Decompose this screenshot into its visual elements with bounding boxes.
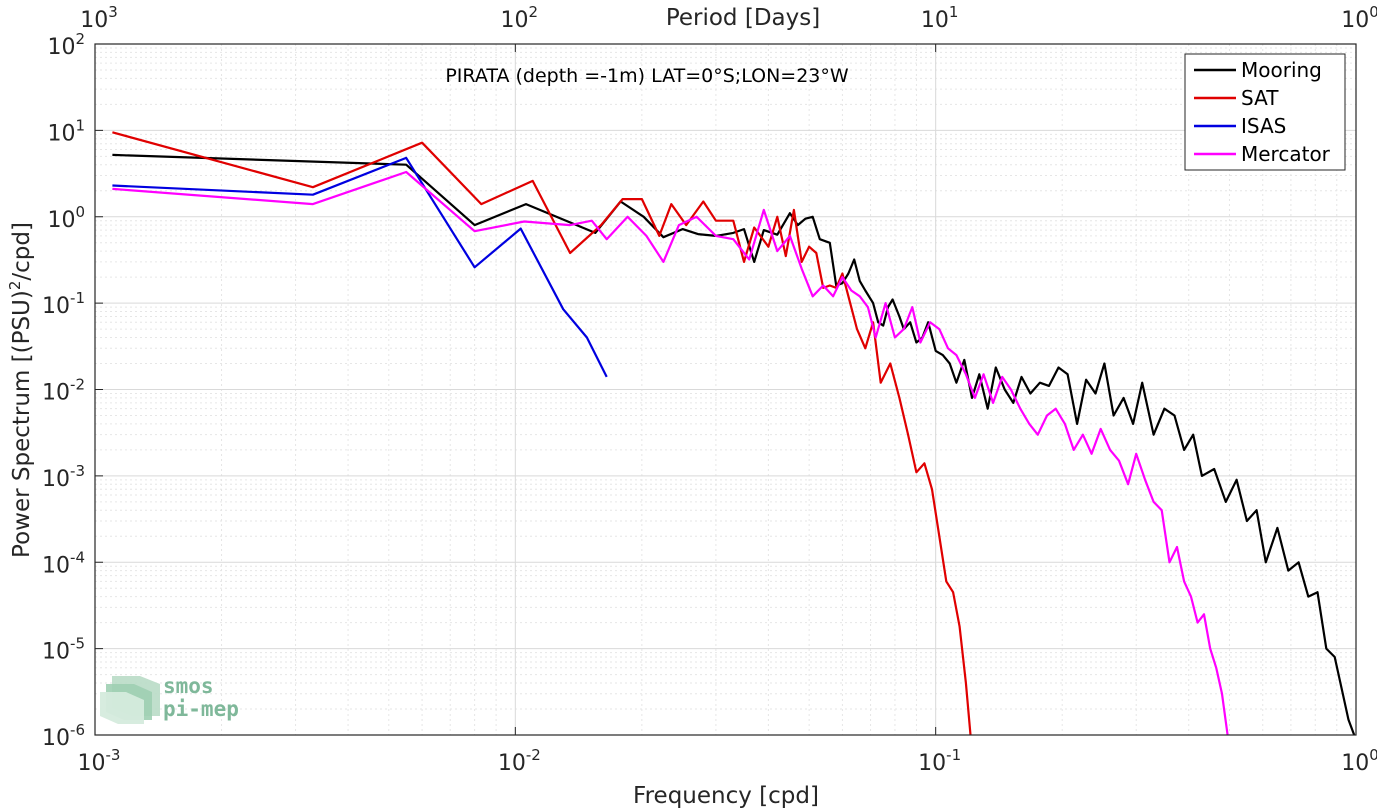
y-axis-label-tail: /cpd] [9,222,35,281]
legend-box [1184,53,1346,171]
top-tick-label: 101 [921,3,959,33]
legend-label-mercator: Mercator [1241,142,1331,166]
logo-text-smos: smos [163,674,214,698]
y-axis-label-main: Power Spectrum [(PSU) [9,290,35,558]
top-axis-label: Period [Days] [666,5,820,31]
x-tick-label: 100 [1341,746,1377,776]
legend: Mooring SAT ISAS Mercator [1184,53,1346,171]
top-tick-label: 100 [1341,3,1377,33]
logo-text-pimep: pi-mep [163,697,239,721]
y-tick-label: 102 [47,30,85,60]
y-axis-label: Power Spectrum [(PSU)2/cpd] [6,222,35,558]
y-tick-label: 10-4 [42,548,85,578]
series-line-mercator [112,170,1229,736]
series-layer [112,131,1356,736]
top-tick-label: 103 [80,3,118,33]
y-axis-label-sup: 2 [6,281,24,291]
series-line-mooring [112,153,1356,736]
legend-label-mooring: Mooring [1241,58,1322,82]
y-tick-label: 10-2 [42,376,85,406]
y-tick-label: 10-3 [42,462,85,492]
x-tick-label: 10-1 [918,746,961,776]
y-tick-label: 100 [47,203,85,233]
y-tick-label: 10-5 [42,635,85,665]
x-tick-label: 10-3 [78,746,121,776]
legend-label-isas: ISAS [1241,114,1286,138]
smos-pimep-logo: smos pi-mep [100,674,239,724]
series-line-isas [112,156,608,378]
logo-shape-front [100,692,144,724]
y-tick-label: 101 [47,116,85,146]
x-axis-label: Frequency [cpd] [633,783,819,809]
legend-label-sat: SAT [1241,86,1279,110]
y-tick-label: 10-6 [42,721,85,751]
y-tick-label: 10-1 [42,289,85,319]
x-tick-label: 10-2 [498,746,541,776]
series-line-sat [112,131,972,736]
top-tick-label: 102 [501,3,539,33]
chart-title: PIRATA (depth =-1m) LAT=0°S;LON=23°W [445,65,849,87]
